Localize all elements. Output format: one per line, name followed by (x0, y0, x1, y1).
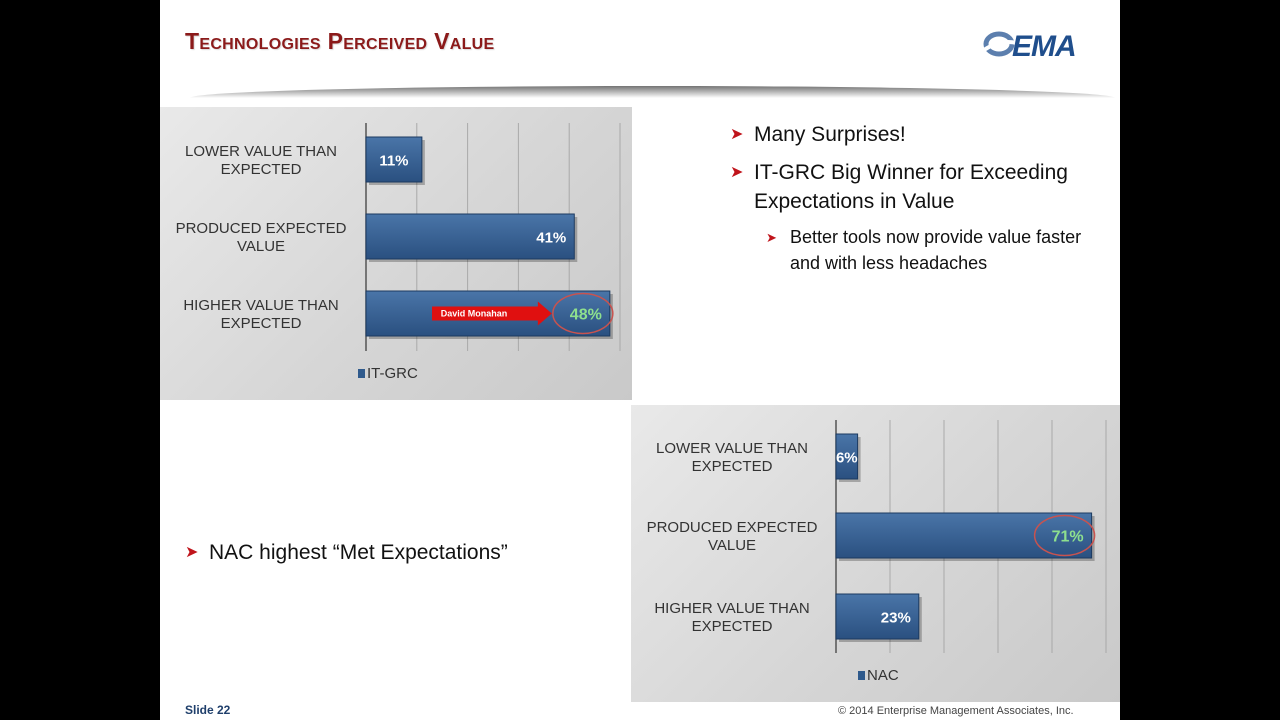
category-label-line: EXPECTED (692, 458, 773, 475)
category-label: LOWER VALUE THAN EXPECTED (656, 440, 808, 475)
legend-label: IT-GRC (367, 365, 418, 382)
sub-bullet-item: ➤ Better tools now provide value faster … (766, 224, 1090, 276)
copyright-notice: © 2014 Enterprise Management Associates,… (838, 705, 1074, 717)
category-label: PRODUCED EXPECTED VALUE (647, 519, 818, 554)
category-label: PRODUCED EXPECTED VALUE (176, 220, 347, 255)
category-label-line: PRODUCED EXPECTED (647, 519, 818, 536)
category-label: HIGHER VALUE THAN EXPECTED (654, 600, 809, 635)
bullet-text: IT-GRC Big Winner for Exceeding Expectat… (754, 161, 1068, 213)
slide-title: Technologies Perceived Value (185, 28, 495, 54)
data-label: 11% (379, 153, 408, 170)
ema-swirl-icon (982, 31, 1021, 57)
bullet-item: ➤ Many Surprises! (730, 120, 1115, 149)
data-label: 71% (1052, 529, 1084, 546)
category-label-line: PRODUCED EXPECTED (176, 220, 347, 237)
slide: Technologies Perceived Value EMA LOWER V… (160, 0, 1120, 720)
legend-swatch (858, 671, 865, 680)
category-label-line: VALUE (708, 537, 756, 554)
category-label: LOWER VALUE THAN EXPECTED (185, 143, 337, 178)
bar (835, 512, 1093, 559)
annotation-arrow-icon (432, 301, 552, 326)
bullet-arrow-icon: ➤ (730, 126, 744, 143)
data-label: 23% (881, 610, 911, 627)
ema-logo: EMA (982, 26, 1097, 70)
category-label-line: LOWER VALUE THAN (656, 440, 808, 457)
category-label-line: HIGHER VALUE THAN (654, 600, 809, 617)
category-label: HIGHER VALUE THAN EXPECTED (183, 297, 338, 332)
bar (365, 213, 575, 260)
data-label: 6% (836, 450, 858, 467)
bullet-list-top: ➤ Many Surprises! ➤ IT-GRC Big Winner fo… (730, 120, 1115, 276)
header-divider (190, 86, 1115, 98)
chart-nac-svg: LOWER VALUE THAN EXPECTED 6%PRODUCED EXPEC… (647, 420, 1107, 684)
data-label: 41% (536, 230, 566, 247)
legend-label: NAC (867, 667, 899, 684)
highlight-circle (1033, 514, 1096, 557)
slide-number: Slide 22 (185, 703, 231, 717)
bullet-arrow-icon: ➤ (730, 164, 744, 181)
bar (835, 593, 920, 640)
bullet-item: ➤ IT-GRC Big Winner for Exceeding Expect… (730, 158, 1115, 216)
chart-nac: LOWER VALUE THAN EXPECTED 6% PRODUCED EXPEC… (631, 405, 1120, 702)
logo-text: EMA (1012, 30, 1077, 63)
data-label: 48% (570, 307, 602, 324)
chart-it-grc: LOWER VALUE THAN EXPECTED 11% PRODUCED EXPE… (160, 107, 632, 400)
bar (835, 433, 859, 480)
legend-swatch (358, 369, 365, 378)
bullet-arrow-icon: ➤ (766, 230, 777, 245)
bar (365, 136, 423, 183)
bullet-text: Better tools now provide value faster an… (790, 227, 1082, 273)
bullet-text: NAC highest “Met Expectations” (209, 541, 508, 564)
category-label-line: VALUE (237, 238, 285, 255)
bullet-text: Many Surprises! (754, 123, 906, 146)
bullet-item: ➤ NAC highest “Met Expectations” (185, 538, 605, 567)
highlight-circle (552, 292, 614, 335)
category-label-line: LOWER VALUE THAN (185, 143, 337, 160)
category-label-line: EXPECTED (221, 315, 302, 332)
category-label-line: EXPECTED (221, 161, 302, 178)
annotation-label: David Monahan (441, 309, 508, 319)
bullet-arrow-icon: ➤ (185, 544, 199, 561)
category-label-line: EXPECTED (692, 618, 773, 635)
bullet-list-mid: ➤ NAC highest “Met Expectations” (185, 538, 605, 567)
chart-it-grc-svg: LOWER VALUE THAN EXPECTED 11%PRODUCED EXPE… (176, 123, 621, 382)
category-label-line: HIGHER VALUE THAN (183, 297, 338, 314)
